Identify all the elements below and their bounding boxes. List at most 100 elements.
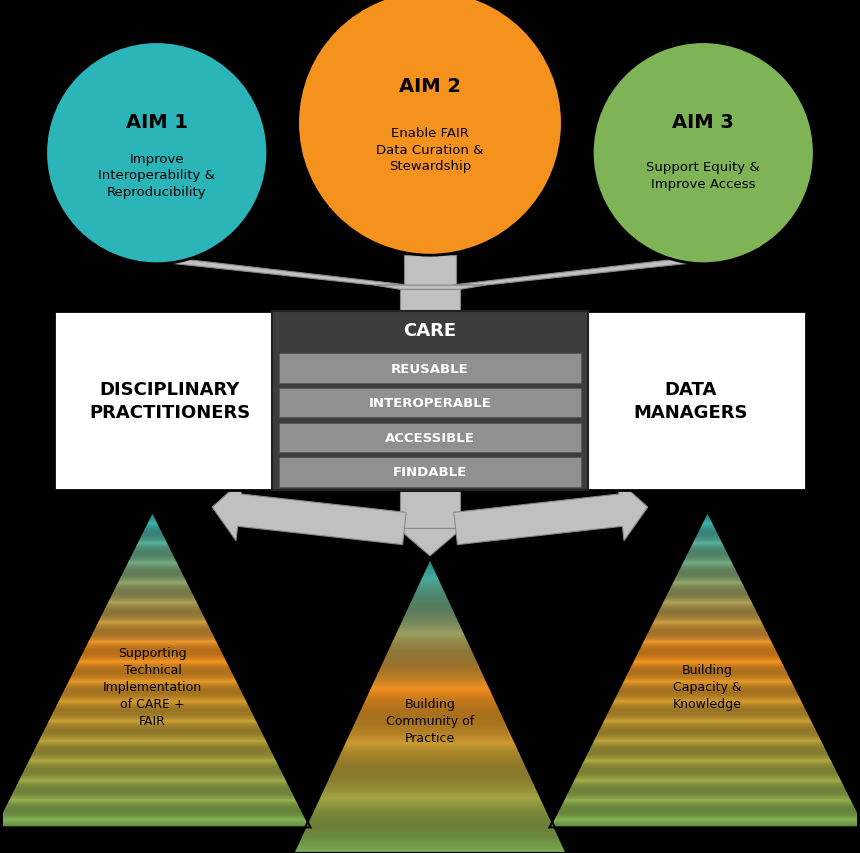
Polygon shape [80, 656, 225, 657]
Polygon shape [654, 617, 761, 618]
Polygon shape [59, 696, 245, 697]
Polygon shape [605, 717, 811, 718]
Polygon shape [574, 779, 842, 780]
Polygon shape [4, 806, 300, 808]
Polygon shape [12, 791, 292, 792]
Polygon shape [144, 526, 160, 527]
Polygon shape [686, 554, 729, 555]
Polygon shape [89, 637, 216, 638]
Polygon shape [359, 710, 501, 711]
Polygon shape [118, 579, 187, 580]
Polygon shape [347, 737, 513, 738]
Polygon shape [578, 769, 837, 770]
Polygon shape [310, 818, 550, 819]
Polygon shape [366, 695, 494, 696]
Polygon shape [693, 539, 722, 540]
Polygon shape [75, 666, 230, 668]
Polygon shape [138, 539, 167, 540]
Polygon shape [597, 733, 819, 734]
Polygon shape [568, 791, 848, 792]
Circle shape [298, 0, 562, 256]
Polygon shape [31, 752, 273, 754]
Polygon shape [404, 256, 456, 286]
Polygon shape [634, 658, 781, 659]
Polygon shape [629, 668, 786, 669]
Bar [272, 311, 588, 490]
Polygon shape [358, 713, 502, 714]
Polygon shape [419, 581, 441, 583]
Polygon shape [136, 544, 169, 545]
Polygon shape [588, 749, 826, 750]
Polygon shape [624, 677, 790, 678]
Polygon shape [124, 567, 181, 569]
Polygon shape [649, 626, 765, 628]
Polygon shape [61, 693, 244, 695]
Text: ACCESSIBLE: ACCESSIBLE [385, 432, 475, 444]
Polygon shape [372, 682, 488, 683]
Polygon shape [19, 778, 286, 779]
Polygon shape [385, 655, 475, 656]
Polygon shape [304, 828, 556, 829]
Polygon shape [381, 663, 479, 664]
Polygon shape [50, 716, 255, 717]
Polygon shape [411, 599, 449, 600]
Polygon shape [394, 635, 466, 636]
Polygon shape [34, 749, 272, 750]
Polygon shape [350, 730, 510, 731]
Polygon shape [384, 656, 476, 657]
Polygon shape [115, 584, 189, 585]
Polygon shape [423, 572, 437, 573]
Polygon shape [53, 709, 251, 710]
Polygon shape [373, 681, 487, 682]
Polygon shape [412, 596, 448, 597]
Polygon shape [85, 646, 220, 647]
Polygon shape [111, 594, 194, 595]
Polygon shape [135, 545, 169, 547]
Polygon shape [642, 642, 773, 643]
Polygon shape [108, 598, 196, 599]
Polygon shape [637, 652, 778, 653]
Polygon shape [87, 642, 218, 643]
Polygon shape [556, 814, 859, 815]
Polygon shape [110, 595, 194, 596]
Polygon shape [344, 743, 516, 744]
Polygon shape [40, 734, 265, 736]
Polygon shape [695, 536, 720, 537]
Polygon shape [363, 702, 497, 703]
Polygon shape [3, 810, 303, 811]
Text: INTEROPERABLE: INTEROPERABLE [369, 397, 491, 409]
Polygon shape [638, 650, 777, 651]
Polygon shape [24, 766, 280, 768]
Polygon shape [556, 813, 858, 814]
Polygon shape [555, 817, 860, 818]
Polygon shape [639, 648, 777, 650]
Polygon shape [660, 606, 755, 607]
Polygon shape [60, 695, 244, 696]
Polygon shape [420, 579, 440, 580]
Polygon shape [139, 537, 166, 538]
Polygon shape [336, 760, 524, 761]
Text: Improve
Interoperability &
Reproducibility: Improve Interoperability & Reproducibili… [98, 153, 215, 199]
Polygon shape [317, 801, 543, 802]
Polygon shape [421, 577, 439, 578]
Polygon shape [421, 576, 439, 577]
Polygon shape [594, 737, 820, 738]
Bar [279, 389, 581, 418]
Polygon shape [652, 623, 764, 624]
Polygon shape [626, 673, 789, 674]
Polygon shape [415, 591, 445, 592]
Polygon shape [600, 724, 814, 725]
Polygon shape [29, 757, 276, 758]
Polygon shape [58, 700, 247, 701]
Polygon shape [18, 779, 286, 780]
Polygon shape [109, 597, 195, 598]
Polygon shape [417, 586, 443, 587]
Polygon shape [350, 729, 510, 730]
Polygon shape [89, 638, 216, 639]
Polygon shape [108, 601, 198, 602]
Polygon shape [682, 562, 734, 563]
Polygon shape [133, 548, 171, 549]
Polygon shape [23, 769, 282, 770]
Polygon shape [367, 692, 493, 693]
Polygon shape [568, 788, 846, 790]
